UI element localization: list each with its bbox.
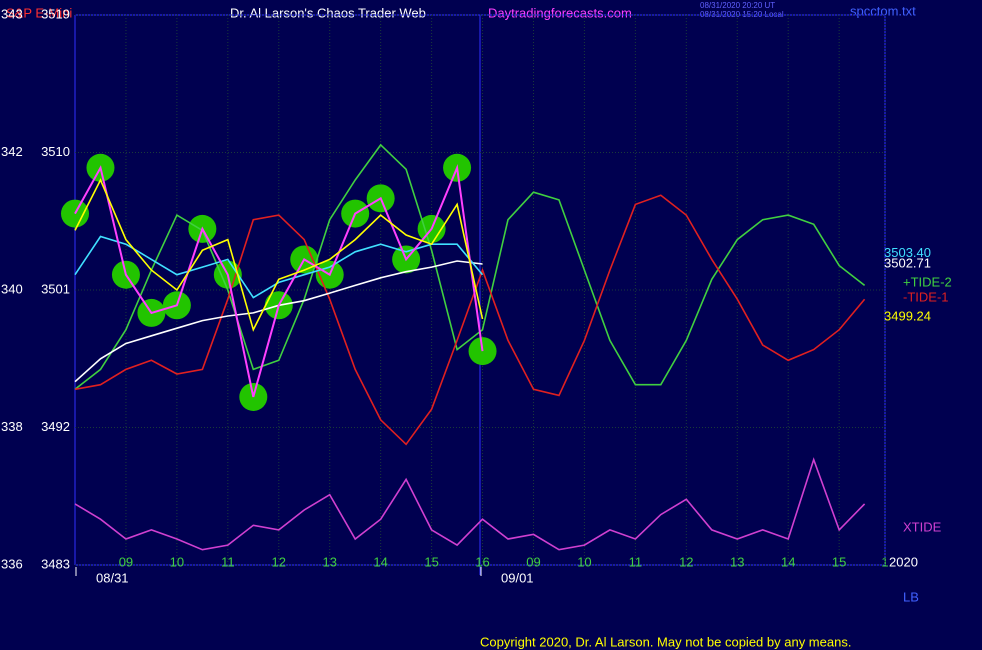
timestamp: 08/31/2020 20:20 UT bbox=[700, 1, 775, 10]
cycle-label: 343 bbox=[1, 6, 23, 21]
y-tick-label: 3483 bbox=[41, 556, 70, 571]
series-line bbox=[74, 457, 866, 551]
chart-title: Dr. Al Larson's Chaos Trader Web bbox=[230, 5, 426, 20]
legend-label: +TIDE-2 bbox=[903, 274, 952, 289]
price-label: 3503.40 bbox=[884, 245, 931, 260]
cycle-label: 340 bbox=[1, 281, 23, 296]
y-tick-label: 3492 bbox=[41, 419, 70, 434]
cycle-label: 336 bbox=[1, 556, 23, 571]
price-label: 3499.24 bbox=[884, 308, 931, 323]
cycle-label: 342 bbox=[1, 144, 23, 159]
y-tick-label: 3501 bbox=[41, 281, 70, 296]
series-line bbox=[74, 194, 866, 446]
site: Daytradingforecasts.com bbox=[488, 5, 632, 20]
price-label: 3502.71 bbox=[884, 255, 931, 270]
legend-label: -TIDE-1 bbox=[903, 289, 949, 304]
year: 2020 bbox=[889, 554, 918, 569]
legend-label: XTIDE bbox=[903, 519, 942, 534]
y-tick-label: 3519 bbox=[41, 6, 70, 21]
date-label: 08/31 bbox=[96, 570, 129, 585]
corner-label: LB bbox=[903, 589, 919, 604]
series-line bbox=[74, 164, 484, 398]
copyright: Copyright 2020, Dr. Al Larson. May not b… bbox=[480, 634, 851, 649]
symbol: S&P E-Mini bbox=[6, 5, 72, 20]
price-bubble bbox=[468, 337, 497, 366]
date-label: 09/01 bbox=[501, 570, 534, 585]
series-line bbox=[74, 178, 484, 332]
series-line bbox=[74, 143, 866, 390]
cycle-label: 338 bbox=[1, 419, 23, 434]
file-name: spcctom.txt bbox=[850, 3, 916, 18]
y-tick-label: 3510 bbox=[41, 144, 70, 159]
price-bubble bbox=[61, 199, 89, 228]
